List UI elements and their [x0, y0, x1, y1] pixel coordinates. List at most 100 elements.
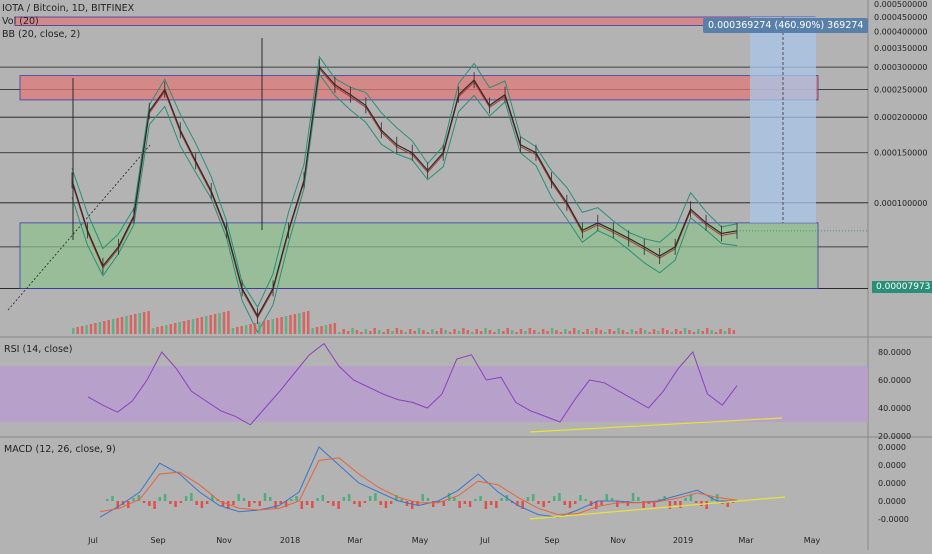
- volume-bar: [448, 332, 452, 334]
- volume-bar: [506, 328, 509, 334]
- macd-tick-label: 0.0000: [878, 461, 906, 470]
- macd-histogram-bar: [595, 501, 598, 509]
- macd-histogram-bar: [600, 501, 603, 505]
- macd-line: [99, 446, 737, 518]
- macd-legend: MACD (12, 26, close, 9): [4, 444, 116, 455]
- x-tick-label: Jul: [479, 536, 490, 545]
- volume-bar: [714, 332, 718, 334]
- volume-bar: [262, 321, 266, 334]
- price-tick-label: 0.000100000: [874, 199, 927, 208]
- volume-bar: [626, 332, 629, 334]
- volume-bar: [728, 328, 731, 334]
- macd-histogram-bar: [568, 501, 572, 508]
- volume-bar: [608, 329, 611, 334]
- macd-histogram-bar: [458, 501, 461, 508]
- macd-histogram-bar: [637, 497, 640, 501]
- macd-histogram-bar: [316, 498, 319, 501]
- macd-histogram-bar: [116, 501, 120, 509]
- macd-histogram-bar: [642, 501, 645, 508]
- rsi-legend: RSI (14, close): [4, 344, 73, 355]
- volume-bar: [386, 329, 390, 334]
- macd-histogram-bar: [295, 496, 298, 501]
- price-tick-label: 0.000200000: [874, 113, 927, 122]
- volume-bar: [719, 329, 722, 334]
- macd-histogram-bar: [400, 499, 403, 501]
- volume-bar: [422, 330, 425, 334]
- x-tick-label: 2019: [673, 536, 693, 545]
- support-zone: [19, 222, 819, 289]
- volume-bar: [333, 323, 337, 334]
- macd-histogram-bar: [190, 493, 193, 501]
- volume-bar: [280, 317, 283, 334]
- volume-bar: [306, 311, 310, 334]
- volume-bar: [373, 328, 376, 334]
- volume-bar: [444, 330, 447, 334]
- macd-histogram-bar: [652, 501, 656, 507]
- rsi-band: [0, 366, 868, 422]
- macd-histogram-bar: [410, 501, 414, 509]
- volume-bar: [652, 329, 656, 334]
- volume-bar: [222, 312, 226, 334]
- volume-bar: [293, 314, 297, 334]
- volume-bar: [462, 328, 465, 334]
- macd-histogram-bar: [353, 501, 356, 504]
- macd-histogram-bar: [631, 493, 635, 501]
- macd-histogram-bar: [542, 501, 545, 507]
- macd-histogram-bar: [232, 501, 235, 505]
- volume-bar: [546, 331, 549, 334]
- volume-bar: [298, 313, 301, 334]
- volume-bar: [643, 330, 647, 334]
- macd-tick-label: -0.0000: [878, 515, 909, 524]
- volume-bar: [528, 328, 532, 334]
- volume-bar: [515, 332, 518, 334]
- macd-histogram-bar: [363, 501, 367, 503]
- volume-bar: [103, 321, 106, 334]
- macd-histogram-bar: [489, 501, 493, 505]
- macd-histogram-bar: [726, 501, 729, 507]
- bb-upper-line: [71, 55, 738, 309]
- macd-histogram-bar: [537, 501, 540, 504]
- macd-histogram-bar: [447, 493, 451, 501]
- volume-bar: [484, 328, 487, 334]
- volume-bar: [382, 332, 385, 334]
- macd-histogram-bar: [705, 501, 708, 509]
- volume-bar: [426, 332, 430, 334]
- volume-bar: [351, 328, 354, 334]
- macd-histogram-bar: [279, 501, 283, 504]
- volume-bar: [497, 329, 501, 334]
- macd-histogram-bar: [300, 501, 304, 509]
- macd-histogram-bar: [326, 501, 330, 503]
- macd-histogram-bar: [689, 495, 693, 501]
- x-tick-label: 2018: [280, 536, 300, 545]
- resistance-zone-top: [14, 16, 816, 26]
- volume-bar: [227, 311, 230, 334]
- volume-bar: [453, 329, 456, 334]
- volume-bar: [165, 325, 168, 334]
- volume-bar: [213, 314, 217, 334]
- macd-histogram-bar: [710, 497, 714, 501]
- macd-histogram-bar: [584, 499, 588, 501]
- volume-bar: [338, 332, 341, 334]
- volume-bar: [377, 330, 381, 334]
- macd-histogram-bar: [311, 501, 314, 508]
- price-tick-label: 0.000450000: [874, 13, 927, 22]
- volume-bar: [267, 320, 270, 334]
- macd-tick-label: 0.0000: [878, 497, 906, 506]
- macd-histogram-bar: [237, 494, 240, 501]
- macd-histogram-bar: [142, 501, 146, 503]
- volume-bar: [617, 328, 620, 334]
- volume-bar: [72, 328, 75, 334]
- volume-bar: [284, 316, 288, 334]
- vol-label: Vol (20): [2, 16, 39, 27]
- macd-histogram-bar: [605, 494, 609, 501]
- volume-bar: [346, 331, 350, 334]
- volume-bar: [710, 330, 713, 334]
- macd-histogram-bar: [405, 501, 409, 506]
- macd-histogram-bar: [269, 497, 272, 501]
- volume-bar: [249, 324, 252, 334]
- volume-bar: [648, 332, 651, 334]
- volume-bar: [116, 318, 119, 334]
- volume-bar: [457, 331, 461, 334]
- volume-bar: [635, 331, 638, 334]
